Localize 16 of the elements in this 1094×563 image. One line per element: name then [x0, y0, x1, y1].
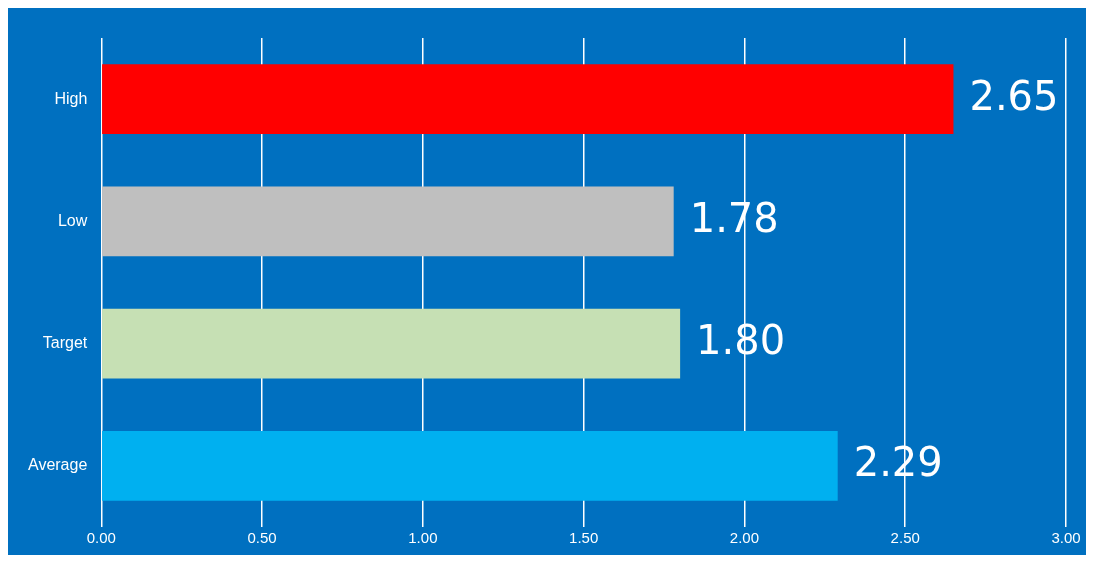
- x-tick-label: 2.00: [729, 529, 760, 547]
- x-tick-label: 0.50: [247, 529, 277, 547]
- bar: [102, 64, 954, 134]
- data-label: 2.65: [969, 72, 1059, 119]
- x-tick-label: 0.00: [86, 529, 116, 547]
- y-tick-label: Low: [57, 211, 88, 229]
- y-tick-label: Average: [27, 456, 88, 474]
- x-tick-label: 1.00: [408, 529, 438, 547]
- bar: [102, 308, 681, 379]
- y-tick-label: Target: [42, 334, 88, 352]
- x-tick-label: 2.50: [890, 529, 920, 547]
- x-tick-label: 3.00: [1051, 529, 1081, 547]
- bar: [102, 431, 838, 501]
- bar: [102, 186, 674, 257]
- x-tick-label: 1.50: [569, 529, 599, 547]
- y-tick-label: High: [54, 89, 88, 107]
